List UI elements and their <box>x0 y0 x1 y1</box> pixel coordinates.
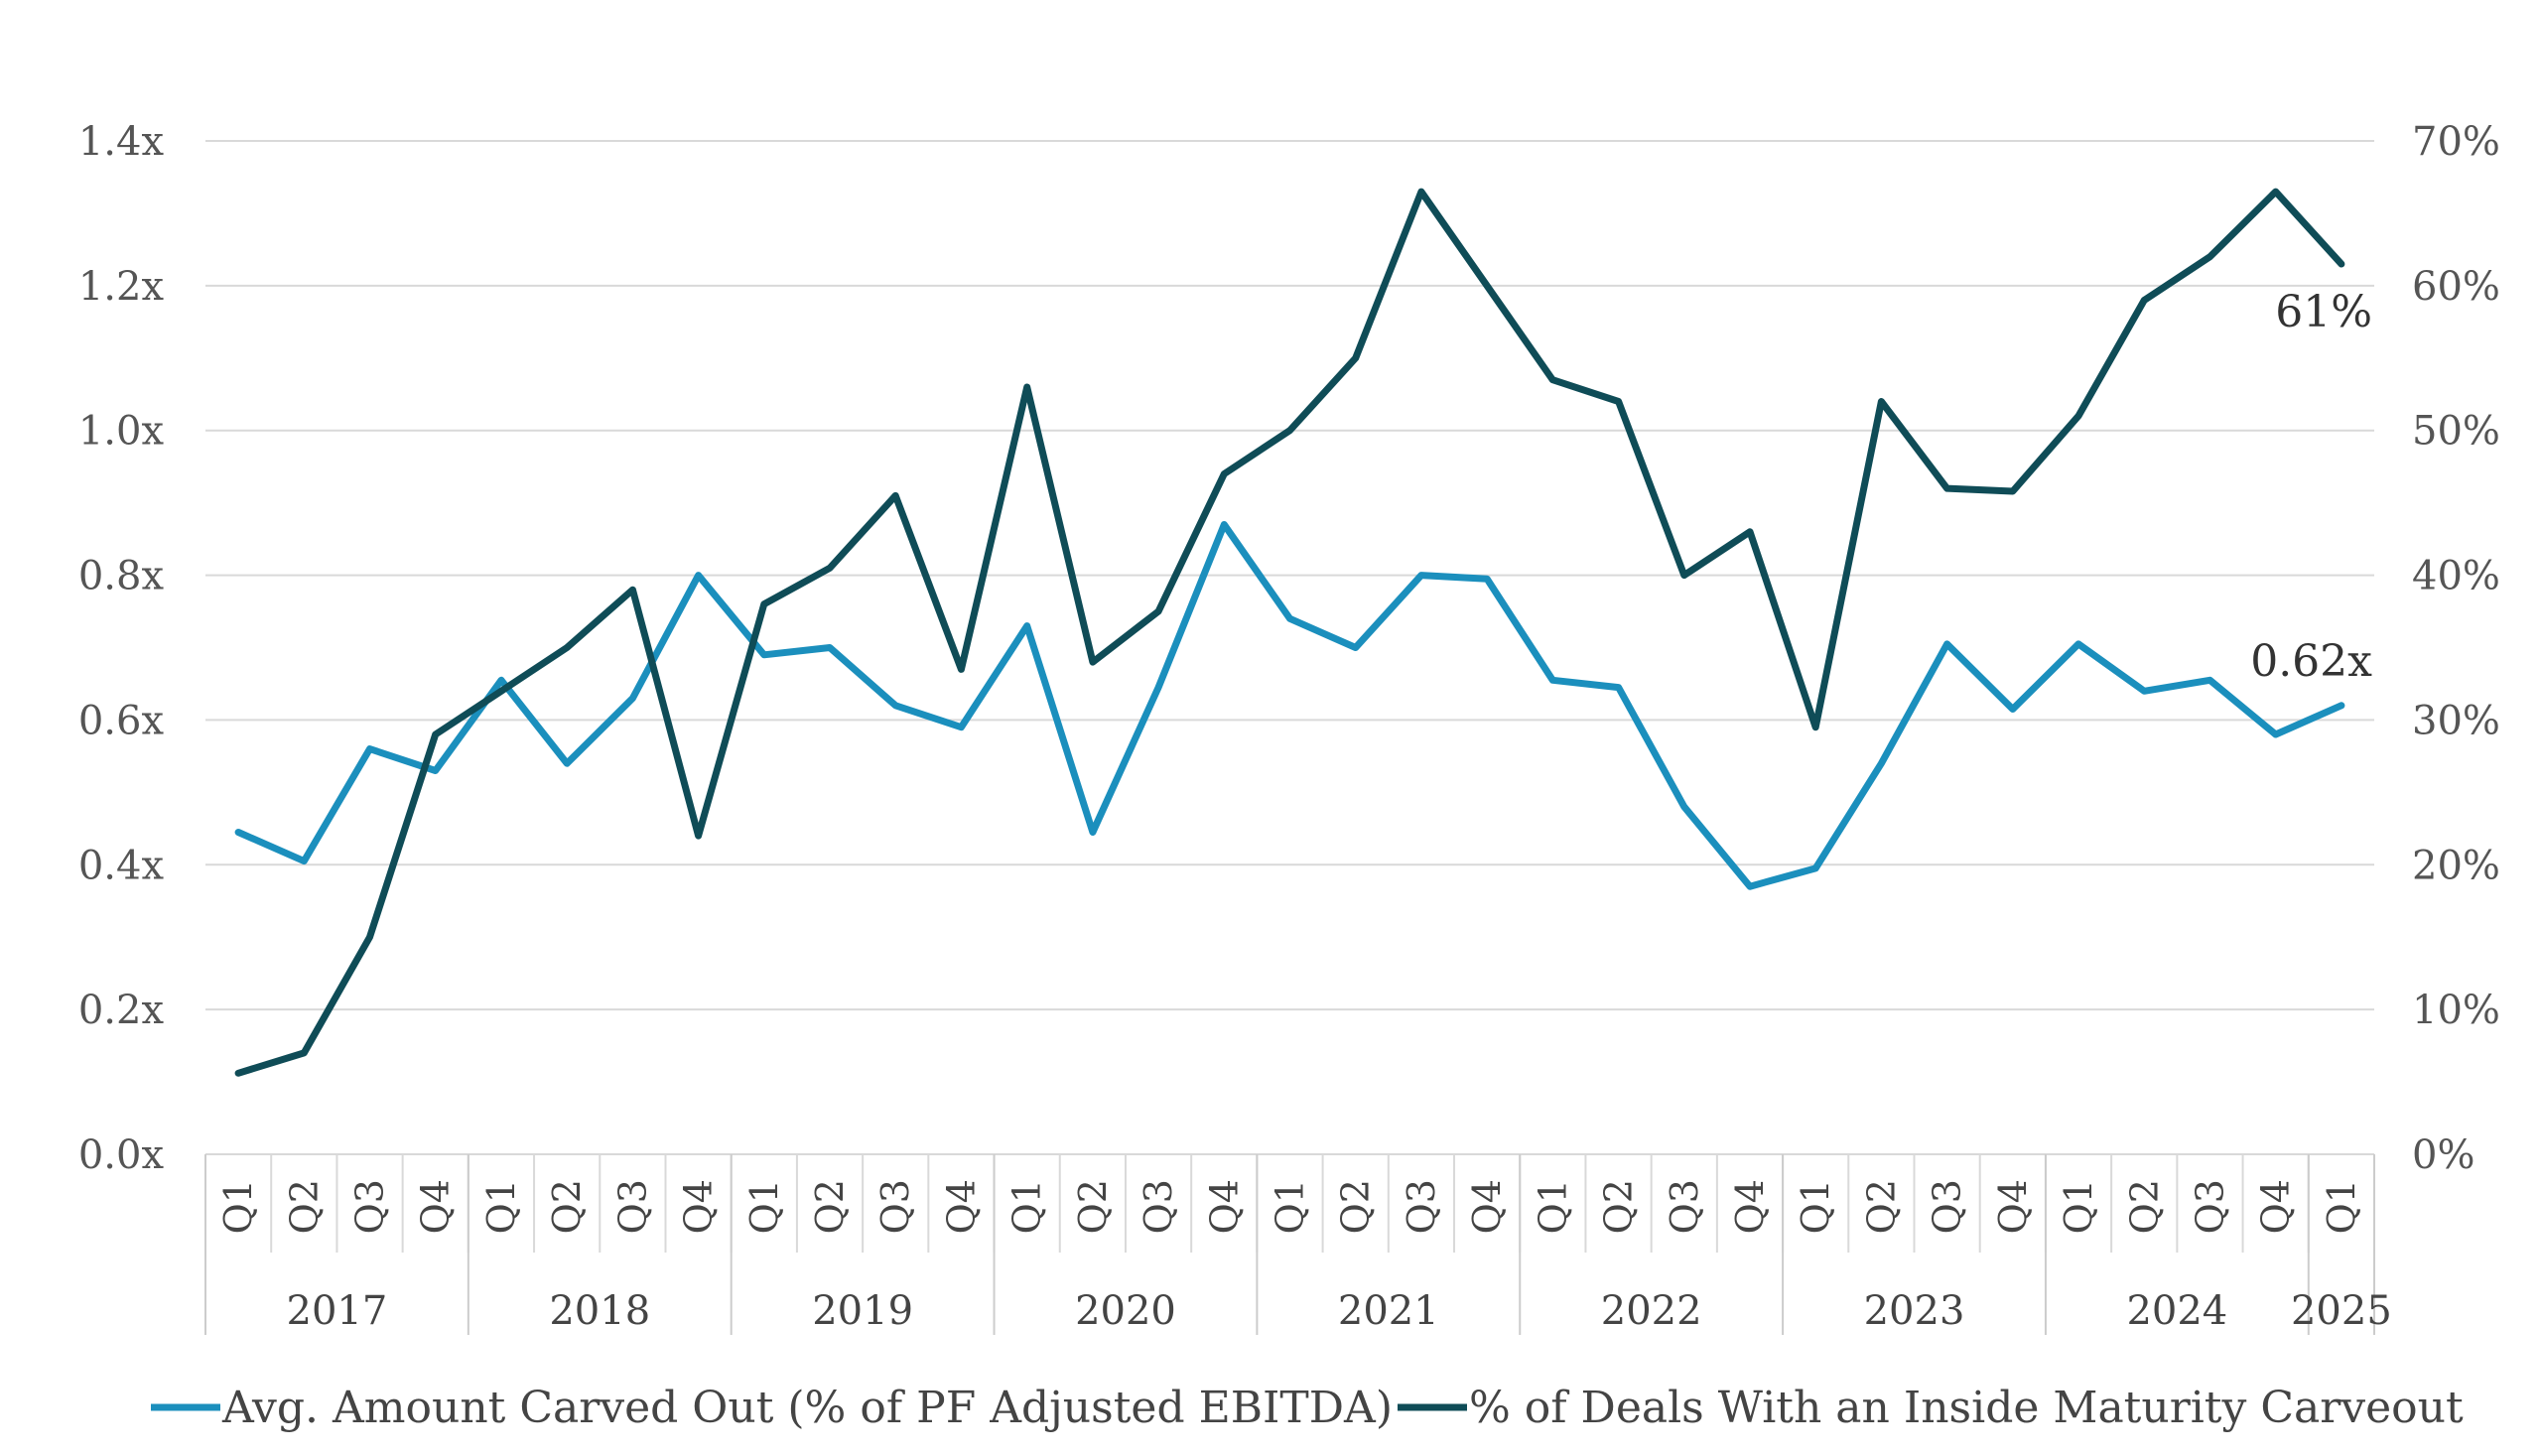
x-quarter-label: Q3 <box>1400 1179 1443 1234</box>
x-year-label: 2023 <box>1864 1288 1965 1334</box>
x-quarter-label: Q1 <box>216 1179 260 1234</box>
y-left-tick-label: 0.8x <box>78 554 165 599</box>
x-year-label: 2022 <box>1601 1288 1702 1334</box>
x-quarter-label: Q4 <box>1991 1179 2035 1234</box>
x-year-label: 2020 <box>1075 1288 1176 1334</box>
legend-label-avg-carved-out: Avg. Amount Carved Out (% of PF Adjusted… <box>221 1383 1393 1433</box>
x-quarter-label: Q3 <box>873 1179 917 1234</box>
x-quarter-label: Q4 <box>1465 1179 1509 1234</box>
x-quarter-label: Q1 <box>2057 1179 2100 1234</box>
x-quarter-label: Q1 <box>1269 1179 1312 1234</box>
x-quarter-label: Q4 <box>2254 1179 2298 1234</box>
y-right-tick-label: 0% <box>2412 1132 2474 1178</box>
x-quarter-label: Q2 <box>2122 1179 2166 1234</box>
y-left-tick-label: 0.4x <box>78 843 165 888</box>
legend: Avg. Amount Carved Out (% of PF Adjusted… <box>151 1383 2464 1433</box>
series-line-pct-deals-carveout <box>234 188 2345 1077</box>
y-right-tick-label: 20% <box>2412 843 2500 888</box>
x-quarter-label: Q2 <box>1071 1179 1115 1234</box>
x-quarter-label: Q2 <box>545 1179 589 1234</box>
x-year-label: 2019 <box>812 1288 913 1334</box>
x-quarter-label: Q1 <box>479 1179 523 1234</box>
x-quarter-label: Q2 <box>1334 1179 1378 1234</box>
series-lines <box>234 188 2345 1077</box>
x-quarter-label: Q3 <box>2188 1179 2231 1234</box>
legend-label-pct-deals: % of Deals With an Inside Maturity Carve… <box>1469 1383 2464 1433</box>
x-quarter-label: Q2 <box>1597 1179 1641 1234</box>
x-year-label: 2018 <box>549 1288 650 1334</box>
annotations: 0.62x 61% <box>2250 287 2372 687</box>
y-right-tick-label: 10% <box>2412 988 2500 1033</box>
axes: 0.0x 0.2x 0.4x 0.6x 0.8x 1.0x 1.2x 1.4x 0% 10% 20%… <box>78 119 2500 1335</box>
x-quarter-label: Q4 <box>939 1179 983 1234</box>
x-year-label: 2025 <box>2291 1288 2392 1334</box>
series-line-avg-carved-out <box>234 521 2345 890</box>
y-left-tick-label: 0.2x <box>78 988 165 1033</box>
y-right-tick-label: 50% <box>2412 409 2500 455</box>
y-left-tick-label: 1.0x <box>78 409 165 455</box>
x-quarter-label: Q4 <box>414 1179 458 1234</box>
x-quarter-label: Q3 <box>1663 1179 1706 1234</box>
gridlines <box>205 140 2374 1155</box>
y-left-tick-label: 0.6x <box>78 698 165 743</box>
x-quarter-label: Q1 <box>1005 1179 1049 1234</box>
x-quarter-label: Q3 <box>1137 1179 1180 1234</box>
y-left-tick-label: 1.2x <box>78 264 165 310</box>
x-quarter-label: Q4 <box>1728 1179 1772 1234</box>
y-right-tick-label: 70% <box>2412 119 2500 165</box>
x-year-label: 2017 <box>287 1288 388 1334</box>
y-right-tick-label: 60% <box>2412 264 2500 310</box>
x-quarter-label: Q1 <box>1794 1179 1837 1234</box>
x-quarter-label: Q2 <box>282 1179 326 1234</box>
y-left-tick-label: 1.4x <box>78 119 165 165</box>
x-quarter-label: Q3 <box>610 1179 654 1234</box>
x-quarter-label: Q3 <box>1926 1179 1969 1234</box>
x-quarter-label: Q4 <box>677 1179 721 1234</box>
y-right-tick-label: 30% <box>2412 698 2500 743</box>
x-quarter-label: Q4 <box>1202 1179 1246 1234</box>
x-year-label: 2024 <box>2126 1288 2227 1334</box>
end-label-avg-carved-out: 0.62x <box>2250 636 2372 687</box>
y-right-tick-label: 40% <box>2412 554 2500 599</box>
x-quarter-label: Q1 <box>742 1179 786 1234</box>
y-left-tick-label: 0.0x <box>78 1132 165 1178</box>
x-quarter-label: Q2 <box>1859 1179 1903 1234</box>
x-quarter-label: Q1 <box>1531 1179 1574 1234</box>
x-quarter-label: Q2 <box>808 1179 852 1234</box>
x-quarter-label: Q1 <box>2320 1179 2363 1234</box>
x-year-label: 2021 <box>1338 1288 1439 1334</box>
x-quarter-label: Q3 <box>348 1179 392 1234</box>
end-label-pct-deals: 61% <box>2275 287 2372 337</box>
